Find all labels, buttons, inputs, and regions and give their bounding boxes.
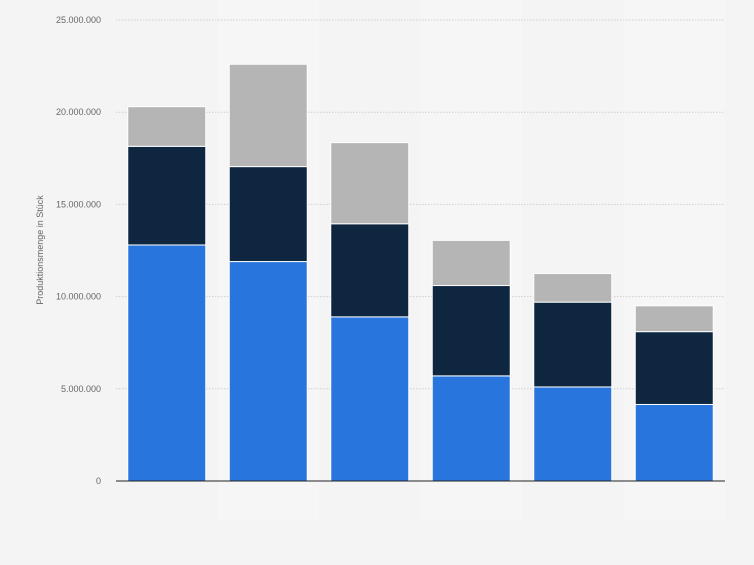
- y-tick-label: 0: [96, 476, 101, 486]
- bar-segment-series-3: [533, 273, 613, 303]
- bar-segment-series-1: [127, 244, 207, 482]
- y-tick-label: 5.000.000: [61, 384, 101, 394]
- bar-segment-series-3: [228, 63, 308, 168]
- y-tick-label: 10.000.000: [56, 292, 101, 302]
- bar-segment-series-3: [634, 305, 714, 333]
- bar-segment-series-2: [127, 145, 207, 246]
- y-axis-tick-labels: 0 5.000.000 10.000.000 15.000.000 20.000.000…: [56, 15, 101, 486]
- bar-segment-series-2: [330, 223, 410, 318]
- bar-segment-series-2: [634, 331, 714, 405]
- y-tick-label: 20.000.000: [56, 107, 101, 117]
- bar-segment-series-3: [127, 106, 207, 147]
- y-tick-label: 15.000.000: [56, 199, 101, 209]
- bars: [127, 63, 714, 482]
- bar-segment-series-2: [533, 301, 613, 388]
- bar-segment-series-2: [431, 285, 511, 377]
- bar-segment-series-3: [330, 142, 410, 225]
- bar-segment-series-2: [228, 166, 308, 263]
- bar-segment-series-1: [330, 316, 410, 482]
- bar-segment-series-3: [431, 239, 511, 287]
- bar-segment-series-1: [431, 375, 511, 482]
- bar-segment-series-1: [228, 261, 308, 482]
- bar-segment-series-1: [634, 403, 714, 482]
- y-axis-label: Produktionsmenge in Stück: [35, 195, 45, 305]
- gridlines: [116, 19, 725, 390]
- y-tick-label: 25.000.000: [56, 15, 101, 25]
- bar-segment-series-1: [533, 386, 613, 482]
